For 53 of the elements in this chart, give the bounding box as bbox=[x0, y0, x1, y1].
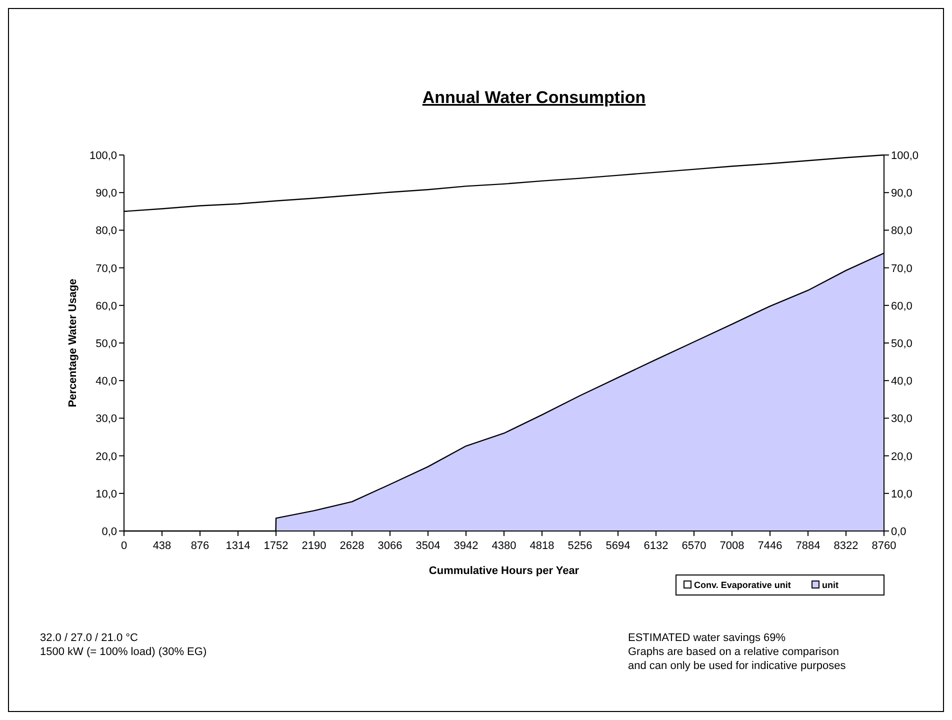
x-tick-label: 6570 bbox=[682, 540, 706, 552]
y2-tick-label: 50,0 bbox=[891, 338, 912, 350]
legend-label: unit bbox=[822, 580, 838, 590]
x-tick-label: 4818 bbox=[530, 540, 554, 552]
text: 32.0 / 27.0 / 21.0 °C bbox=[40, 632, 138, 644]
x-tick-label: 4380 bbox=[492, 540, 516, 552]
x-tick-label: 7884 bbox=[796, 540, 820, 552]
y-tick-label: 0,0 bbox=[102, 526, 117, 538]
y-tick-label: 30,0 bbox=[96, 413, 117, 426]
x-tick-label: 7446 bbox=[758, 540, 782, 552]
x-tick-label: 438 bbox=[152, 540, 172, 552]
y2-tick-label: 30,0 bbox=[891, 413, 912, 426]
legend-label: Conv. Evaporative unit bbox=[694, 580, 791, 590]
x-tick-label: 876 bbox=[190, 540, 210, 552]
x-tick-label: 1752 bbox=[264, 540, 288, 552]
y2-tick-label: 70,0 bbox=[891, 262, 912, 275]
x-tick-label: 1314 bbox=[226, 540, 250, 552]
x-tick-label: 8322 bbox=[834, 540, 858, 552]
y2-tick-label: 90,0 bbox=[891, 188, 912, 200]
y-axis-title: Percentage Water Usage bbox=[67, 278, 79, 408]
y-tick-label: 10,0 bbox=[96, 488, 117, 500]
y-tick-label: 100,0 bbox=[89, 150, 117, 162]
x-tick-label: 2190 bbox=[302, 540, 326, 552]
y-tick-label: 20,0 bbox=[96, 450, 117, 463]
x-tick-label: 5694 bbox=[606, 540, 630, 552]
chart-title: Annual Water Consumption bbox=[422, 88, 646, 107]
y-tick-label: 60,0 bbox=[96, 300, 117, 312]
y2-tick-label: 0,0 bbox=[891, 526, 906, 538]
y2-tick-label: 10,0 bbox=[891, 488, 912, 500]
y-tick-label: 40,0 bbox=[96, 376, 117, 388]
text: ESTIMATED water savings 69% bbox=[628, 632, 786, 644]
text: Graphs are based on a relative comparison bbox=[628, 646, 839, 658]
x-tick-label: 3504 bbox=[416, 540, 440, 552]
y2-tick-label: 40,0 bbox=[891, 376, 912, 388]
y-tick-label: 70,0 bbox=[96, 262, 117, 275]
y-tick-label: 50,0 bbox=[96, 338, 117, 350]
x-tick-label: 7008 bbox=[720, 540, 744, 552]
x-tick-label: 2628 bbox=[340, 540, 364, 552]
y-tick-label: 90,0 bbox=[96, 188, 117, 200]
y2-tick-label: 100,0 bbox=[891, 150, 919, 162]
y2-tick-label: 20,0 bbox=[891, 450, 912, 463]
x-tick-label: 8760 bbox=[872, 540, 896, 552]
x-tick-label: 6132 bbox=[644, 540, 668, 552]
text: and can only be used for indicative purposes bbox=[628, 660, 846, 672]
x-tick-label: 0 bbox=[120, 540, 128, 552]
y2-tick-label: 80,0 bbox=[891, 225, 912, 238]
x-tick-label: 3066 bbox=[378, 540, 402, 552]
x-axis-title: Cummulative Hours per Year bbox=[428, 565, 580, 577]
text: 1500 kW (= 100% load) (30% EG) bbox=[40, 646, 207, 658]
x-tick-label: 5256 bbox=[568, 540, 592, 552]
y-tick-label: 80,0 bbox=[96, 225, 117, 238]
y2-tick-label: 60,0 bbox=[891, 300, 912, 312]
x-tick-label: 3942 bbox=[454, 540, 478, 552]
